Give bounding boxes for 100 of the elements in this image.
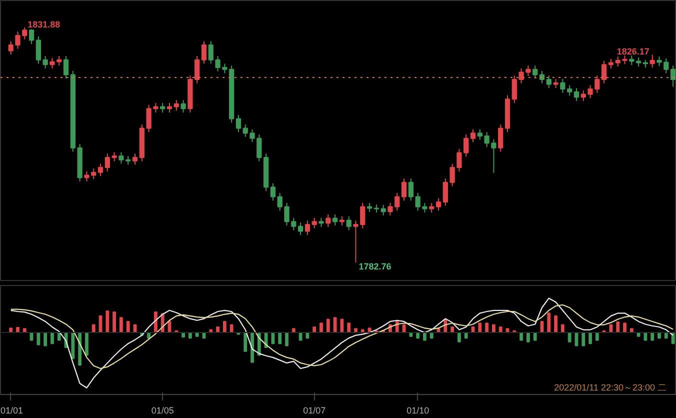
bar [595,332,599,341]
bar [340,318,344,334]
candlestick [574,88,580,102]
bar [120,317,123,334]
candlestick [98,163,104,177]
bar [126,320,130,334]
candlestick [567,84,572,96]
annotation: 1831.88 [28,19,60,30]
candlestick [298,222,304,236]
bar [520,332,524,341]
candlestick [512,75,517,104]
candlestick [201,40,207,64]
bar [650,332,654,341]
candlestick [194,56,200,84]
bar [320,322,323,334]
bar [36,332,40,346]
x-tick-label: 01/07 [303,406,326,416]
bar [326,318,330,334]
bar [222,320,226,334]
candlestick [28,28,34,45]
candlestick [532,65,538,80]
bar [582,332,586,346]
bar [78,332,82,366]
bar [347,322,351,334]
bar [658,332,661,339]
bar [623,322,626,334]
candlestick [236,114,242,133]
candlestick [594,75,600,94]
candlestick [539,70,545,84]
candlestick [353,220,358,264]
candlestick [132,153,138,166]
candlestick [63,56,69,80]
candlestick [312,217,317,229]
bar [154,312,158,334]
bar [671,332,675,344]
candlestick [215,56,220,72]
bar [533,332,537,341]
candlestick [42,56,48,69]
candlestick [553,78,558,89]
candlestick [326,214,331,228]
bar [298,332,302,341]
bar [85,332,88,356]
candlestick [360,202,366,229]
annotation: 1782.76 [358,262,392,272]
x-tick-label: 01/05 [151,406,174,416]
bar [616,322,620,334]
candlestick [546,75,552,89]
candlestick [670,65,676,88]
candlestick [408,178,414,202]
candlestick [291,217,296,231]
candlestick [332,214,338,226]
candlestick [380,204,386,216]
candlestick [318,217,324,228]
bar [230,324,234,334]
candlestick [270,182,276,202]
candlestick [36,36,42,64]
annotation: 2022/01/11 22:30～23:00 二 [554,382,666,392]
bar [547,312,551,334]
candlestick [436,198,442,212]
bar [560,324,564,334]
candlestick [339,216,345,226]
bar [92,324,96,334]
bar [554,315,558,334]
annotation: 1826.17 [616,46,650,57]
x-tick-label: 01/01 [0,406,24,416]
candlestick [180,100,186,113]
bar [50,332,54,344]
bar [568,332,572,342]
candlestick [304,220,310,236]
candlestick [8,40,14,56]
candlestick [498,124,504,152]
candlestick [477,128,482,140]
bar [278,332,282,344]
bar [333,317,337,334]
bar [71,332,75,360]
bar [250,332,254,363]
bar [526,332,530,342]
candlestick [15,31,20,50]
bar [106,310,110,334]
bar [485,322,489,334]
bar [112,312,116,334]
candlestick [470,128,476,143]
candlestick [346,216,352,231]
candlestick [22,26,28,40]
candlestick [208,40,214,64]
candlestick [560,78,566,94]
bar [285,332,288,346]
bar [423,332,426,341]
bar [57,332,61,341]
bar [458,332,461,342]
bar [588,332,592,344]
candlestick [650,54,655,68]
candlestick [608,58,614,69]
x-tick-label: 01/10 [406,406,430,416]
bar [44,332,48,346]
bar [478,322,482,334]
bar [492,324,496,334]
candlestick [602,60,607,84]
candlestick [174,100,179,112]
candlestick [401,178,407,202]
